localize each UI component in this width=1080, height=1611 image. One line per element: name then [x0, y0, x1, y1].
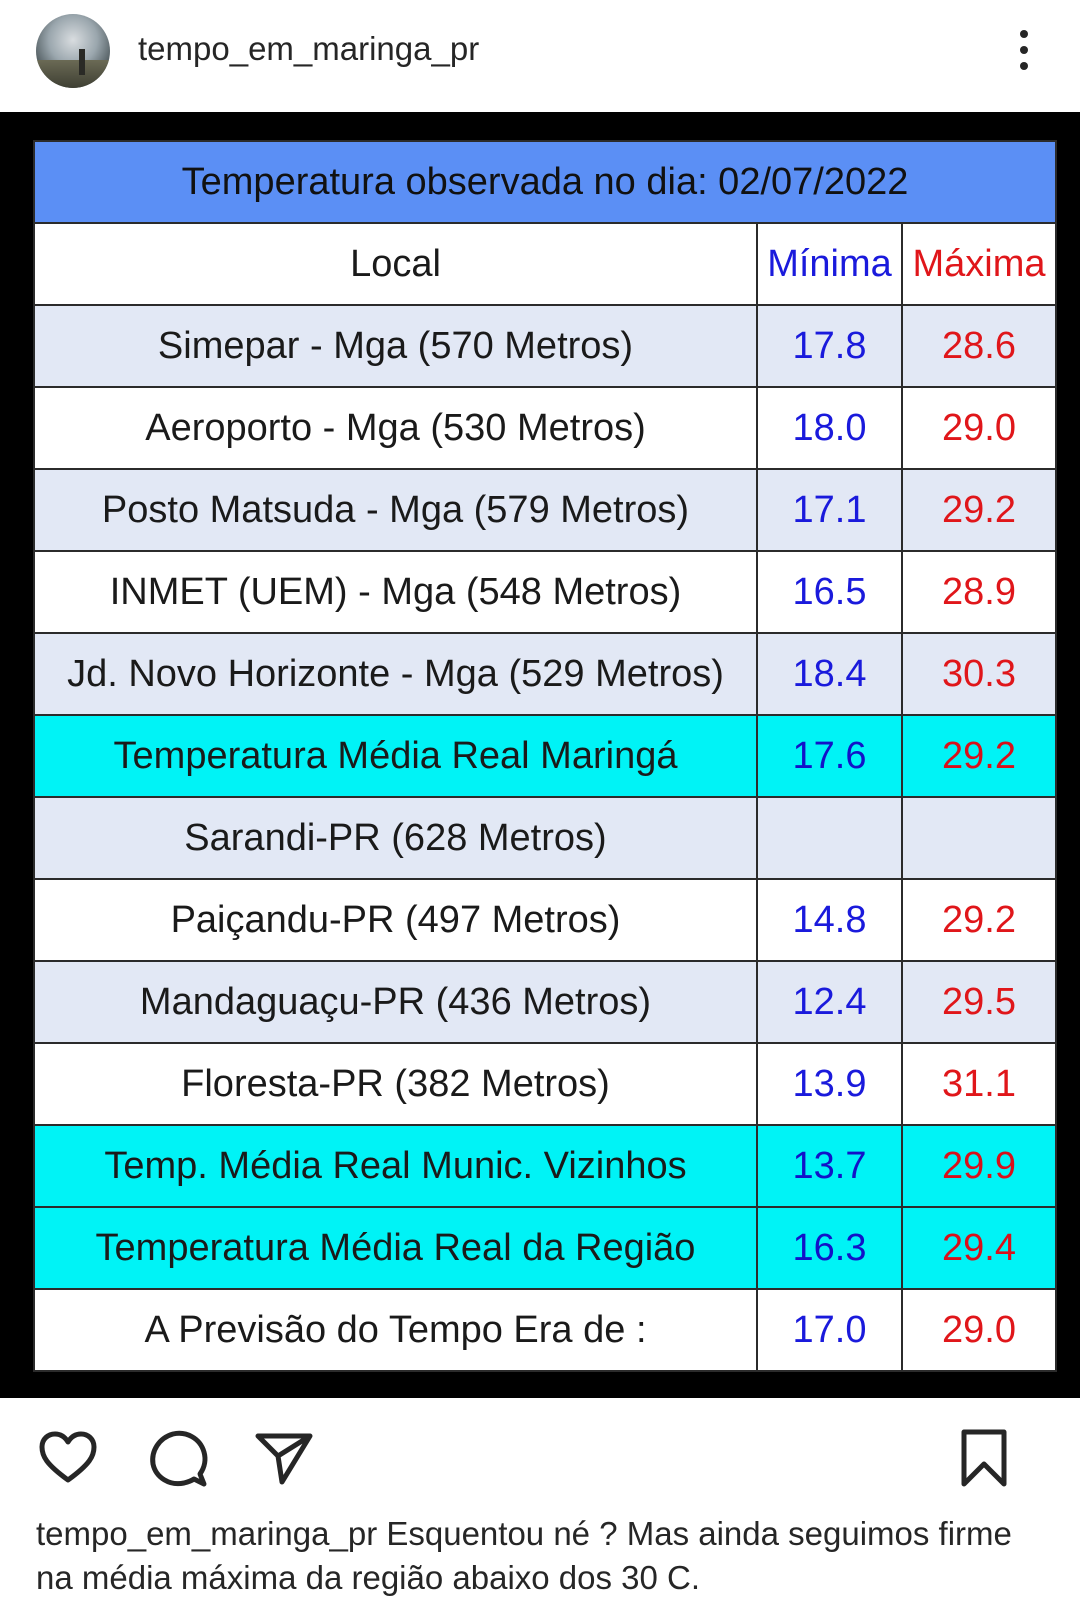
cell-local: Sarandi-PR (628 Metros): [33, 796, 758, 880]
post-username[interactable]: tempo_em_maringa_pr: [138, 30, 480, 67]
cell-local: Jd. Novo Horizonte - Mga (529 Metros): [33, 632, 758, 716]
cell-local: Aeroporto - Mga (530 Metros): [33, 386, 758, 470]
cell-local: A Previsão do Tempo Era de :: [33, 1288, 758, 1372]
cell-max: 29.9: [900, 1124, 1058, 1208]
table-row: Simepar - Mga (570 Metros) 17.8 28.6: [33, 304, 1058, 388]
cell-min: 12.4: [756, 960, 903, 1044]
profile-avatar[interactable]: [36, 14, 110, 88]
table-row: Temperatura Média Real da Região 16.3 29.4: [33, 1206, 1058, 1290]
cell-min: 17.0: [756, 1288, 903, 1372]
cell-max: 31.1: [900, 1042, 1058, 1126]
more-vertical-icon[interactable]: [1010, 28, 1040, 72]
table-row: Sarandi-PR (628 Metros): [33, 796, 1058, 880]
cell-local: INMET (UEM) - Mga (548 Metros): [33, 550, 758, 634]
caption-text: Esquentou né ? Mas ainda seguimos firme …: [36, 1515, 1012, 1596]
cell-max: 29.5: [900, 960, 1058, 1044]
cell-max: 29.4: [900, 1206, 1058, 1290]
cell-max: 29.2: [900, 878, 1058, 962]
comment-icon[interactable]: [146, 1426, 210, 1490]
post-header: tempo_em_maringa_pr: [0, 0, 1080, 112]
cell-local: Mandaguaçu-PR (436 Metros): [33, 960, 758, 1044]
cell-min: 17.8: [756, 304, 903, 388]
send-icon[interactable]: [252, 1426, 316, 1490]
cell-max: 29.0: [900, 386, 1058, 470]
cell-local: Paiçandu-PR (497 Metros): [33, 878, 758, 962]
caption-username[interactable]: tempo_em_maringa_pr: [36, 1515, 378, 1552]
cell-min: [756, 796, 903, 880]
cell-max: [900, 796, 1058, 880]
post-caption: tempo_em_maringa_pr Esquentou né ? Mas a…: [36, 1512, 1046, 1600]
cell-min: 17.1: [756, 468, 903, 552]
cell-max: 28.9: [900, 550, 1058, 634]
cell-max: 29.2: [900, 468, 1058, 552]
cell-min: 13.9: [756, 1042, 903, 1126]
cell-max: 29.0: [900, 1288, 1058, 1372]
heart-icon[interactable]: [36, 1426, 100, 1490]
cell-max: 30.3: [900, 632, 1058, 716]
cell-max: 28.6: [900, 304, 1058, 388]
table-row: Paiçandu-PR (497 Metros) 14.8 29.2: [33, 878, 1058, 962]
cell-max: 29.2: [900, 714, 1058, 798]
cell-min: 17.6: [756, 714, 903, 798]
table-title: Temperatura observada no dia: 02/07/2022: [32, 140, 1058, 224]
cell-min: 13.7: [756, 1124, 903, 1208]
table-row: Posto Matsuda - Mga (579 Metros) 17.1 29.2: [33, 468, 1058, 552]
table-row: Aeroporto - Mga (530 Metros) 18.0 29.0: [33, 386, 1058, 470]
table-title-row: Temperatura observada no dia: 02/07/2022: [32, 140, 1058, 224]
cell-local: Floresta-PR (382 Metros): [33, 1042, 758, 1126]
cell-min: 16.3: [756, 1206, 903, 1290]
table-row: A Previsão do Tempo Era de :17.0 29.0: [33, 1288, 1058, 1372]
table-header-row: Local Mínima Máxima: [33, 222, 1058, 306]
cell-local: Temperatura Média Real da Região: [33, 1206, 758, 1290]
cell-local: Simepar - Mga (570 Metros): [33, 304, 758, 388]
table-row: Mandaguaçu-PR (436 Metros) 12.4 29.5: [33, 960, 1058, 1044]
bookmark-icon[interactable]: [952, 1426, 1016, 1490]
action-bar: [0, 1398, 1080, 1518]
cell-local: Temp. Média Real Munic. Vizinhos: [33, 1124, 758, 1208]
table-row: INMET (UEM) - Mga (548 Metros) 16.5 28.9: [33, 550, 1058, 634]
table-row: Jd. Novo Horizonte - Mga (529 Metros) 18.…: [33, 632, 1058, 716]
table-row: Temperatura Média Real Maringá 17.6 29.2: [33, 714, 1058, 798]
header-max: Máxima: [900, 222, 1058, 306]
cell-min: 18.4: [756, 632, 903, 716]
post-image[interactable]: Temperatura observada no dia: 02/07/2022…: [0, 112, 1080, 1398]
header-min: Mínima: [756, 222, 903, 306]
cell-min: 14.8: [756, 878, 903, 962]
cell-min: 18.0: [756, 386, 903, 470]
temperature-table: Temperatura observada no dia: 02/07/2022…: [32, 140, 1058, 1372]
cell-local: Posto Matsuda - Mga (579 Metros): [33, 468, 758, 552]
cell-min: 16.5: [756, 550, 903, 634]
table-row: Temp. Média Real Munic. Vizinhos 13.7 29.9: [33, 1124, 1058, 1208]
header-local: Local: [33, 222, 758, 306]
cell-local: Temperatura Média Real Maringá: [33, 714, 758, 798]
table-row: Floresta-PR (382 Metros) 13.9 31.1: [33, 1042, 1058, 1126]
